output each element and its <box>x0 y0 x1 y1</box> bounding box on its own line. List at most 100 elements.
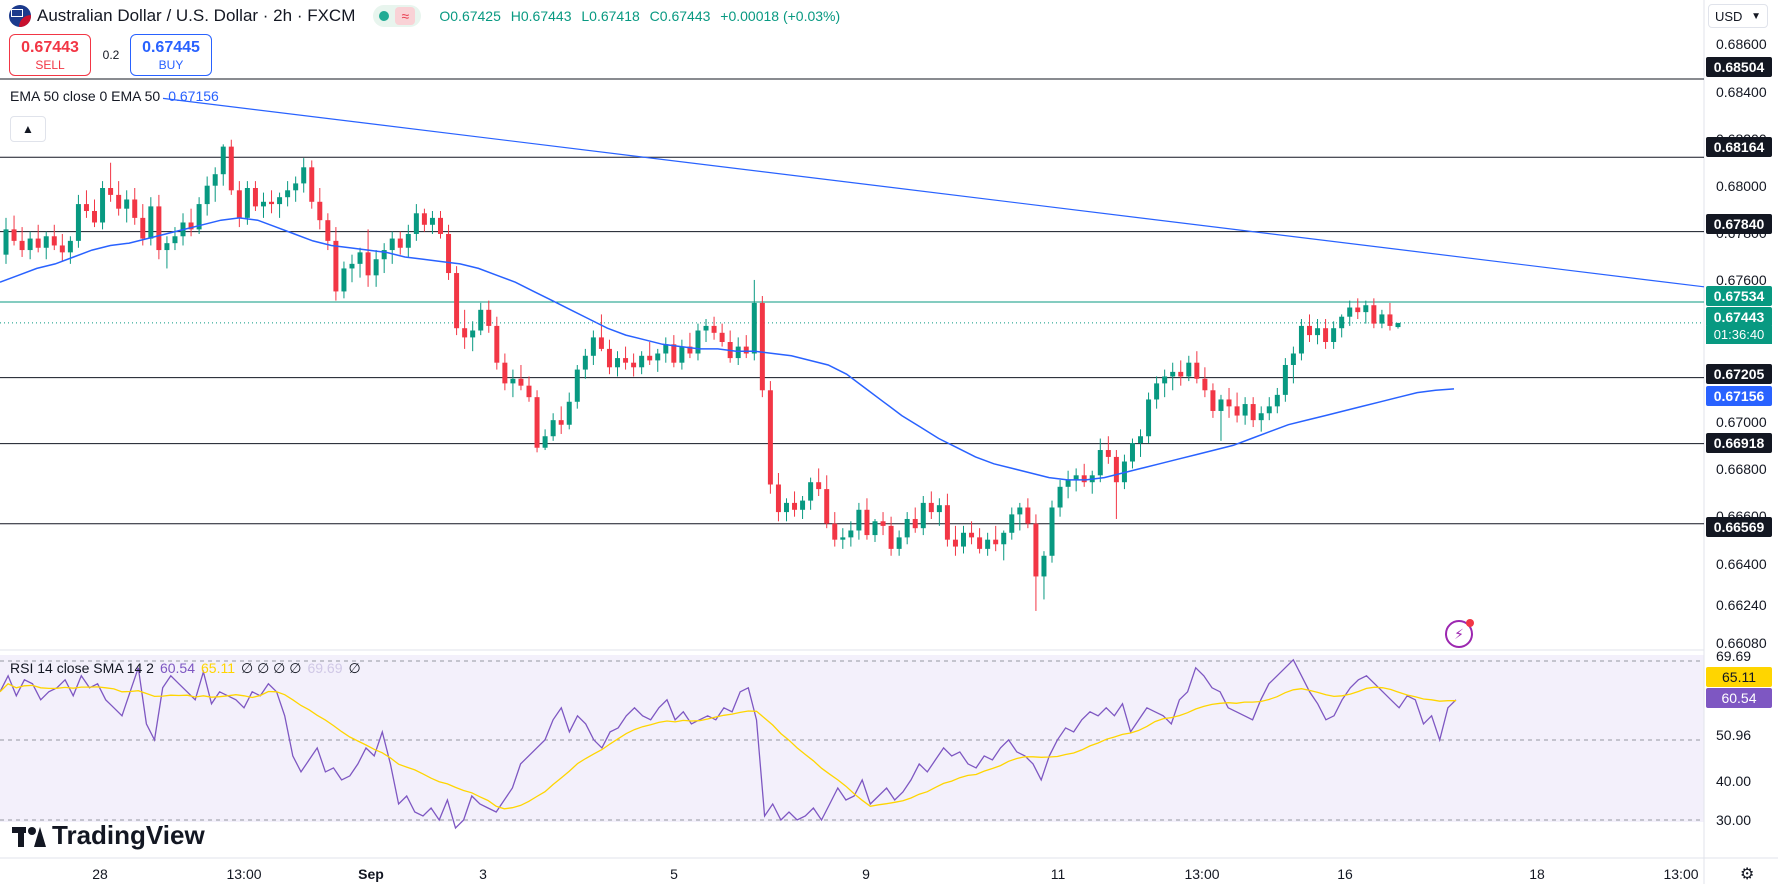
candle-body <box>1282 364 1288 395</box>
candle-body <box>317 201 323 221</box>
candle-body <box>1113 456 1119 483</box>
candle-body <box>3 229 9 255</box>
candle-body <box>478 309 484 331</box>
sell-button[interactable]: 0.67443 SELL <box>9 34 91 76</box>
level-label[interactable]: 0.66918 <box>1706 433 1772 453</box>
rsi-legend-value: 60.54 <box>159 660 196 676</box>
rsi-sma-line[interactable] <box>0 683 1456 810</box>
candle <box>671 335 677 368</box>
candles[interactable] <box>3 139 1401 611</box>
candle-body <box>1379 314 1385 324</box>
candle <box>888 516 894 556</box>
candle-body <box>260 201 266 207</box>
candle <box>896 530 902 556</box>
candle-body <box>856 509 862 531</box>
level-label[interactable]: 0.67205 <box>1706 364 1772 384</box>
tradingview-logo[interactable]: TradingView <box>12 820 205 851</box>
candle-body <box>1138 436 1144 444</box>
candle <box>1186 355 1192 382</box>
ema-line[interactable] <box>0 217 1455 481</box>
level-label[interactable]: 0.67534 <box>1706 286 1772 306</box>
candle <box>510 369 516 398</box>
candle <box>1218 394 1224 441</box>
candle-body <box>1081 475 1087 483</box>
candle-body <box>969 532 975 538</box>
candle <box>751 279 757 361</box>
candle <box>719 323 725 347</box>
candle-body <box>116 194 122 209</box>
level-label[interactable]: 0.68164 <box>1706 137 1772 157</box>
candle-body <box>1323 328 1329 342</box>
level-label[interactable]: 0.66569 <box>1706 517 1772 537</box>
ema-price-label[interactable]: 0.67156 <box>1706 386 1772 406</box>
candle-body <box>800 500 806 510</box>
candle <box>317 188 323 230</box>
candle <box>1162 369 1168 398</box>
candle-body <box>83 204 89 211</box>
candle <box>244 181 250 225</box>
price-tick: 0.66400 <box>1716 556 1767 572</box>
candle-body <box>832 523 838 540</box>
market-status[interactable]: ≈ <box>373 5 422 27</box>
symbol-title[interactable]: Australian Dollar / U.S. Dollar · 2h · F… <box>37 6 356 25</box>
sell-price: 0.67443 <box>21 39 79 56</box>
aud-usd-flag-icon <box>9 5 31 27</box>
last-price-label[interactable]: 0.67443 <box>1706 307 1772 327</box>
collapse-legend-button[interactable]: ▲ <box>10 116 46 142</box>
candle-body <box>888 525 894 549</box>
candle <box>1001 530 1007 561</box>
candle <box>502 353 508 391</box>
candle-body <box>615 358 621 368</box>
candle-body <box>381 250 387 260</box>
candle <box>421 208 427 232</box>
rsi-label: 60.54 <box>1706 688 1772 708</box>
candle <box>1025 498 1031 529</box>
rsi-line[interactable] <box>0 658 1457 830</box>
currency-select[interactable]: USD ▼ <box>1708 4 1768 28</box>
alerts-icon[interactable]: ⚡ <box>1445 619 1474 648</box>
candle <box>92 199 98 228</box>
candle-body <box>1242 404 1248 416</box>
candle-body <box>429 217 435 225</box>
candle-body <box>928 502 934 513</box>
candle <box>574 364 580 409</box>
candle <box>1266 397 1272 421</box>
candle <box>864 498 870 540</box>
candle-body <box>719 332 725 342</box>
level-label[interactable]: 0.68504 <box>1706 57 1772 77</box>
candle-body <box>582 355 588 370</box>
candle-body <box>19 240 25 251</box>
candle <box>1315 319 1321 345</box>
buy-button[interactable]: 0.67445 BUY <box>130 34 212 76</box>
level-label[interactable]: 0.67840 <box>1706 214 1772 234</box>
trendline[interactable] <box>162 97 1705 288</box>
candle-body <box>663 344 669 354</box>
candle-body <box>1041 555 1047 577</box>
rsi-sma-legend-value: 65.11 <box>201 660 236 676</box>
ema-legend[interactable]: EMA 50 close 0 EMA 50 0.67156 <box>10 88 219 104</box>
rsi-legend[interactable]: RSI 14 close SMA 14 2 60.54 65.11 ∅ ∅ ∅ ∅ 69… <box>10 660 361 677</box>
candle <box>75 194 81 248</box>
candle-body <box>534 397 540 448</box>
candle <box>928 491 934 519</box>
candle <box>446 224 452 280</box>
tradingview-mark-icon <box>12 825 46 847</box>
candle <box>429 210 435 234</box>
candle-body <box>872 521 878 536</box>
candle-body <box>687 346 693 354</box>
candle-body <box>1315 328 1321 336</box>
gear-icon[interactable]: ⚙ <box>1740 866 1755 883</box>
candle <box>1290 346 1296 384</box>
candle <box>1041 551 1047 600</box>
candle <box>220 144 226 186</box>
candle <box>840 528 846 549</box>
candle <box>1242 397 1248 425</box>
candle <box>333 227 339 301</box>
candle-body <box>679 346 685 363</box>
candle <box>1250 397 1256 428</box>
rsi-tick: 50.96 <box>1716 727 1752 743</box>
candle-body <box>880 521 886 526</box>
candle <box>1258 406 1264 432</box>
horizontal-levels[interactable] <box>0 78 1704 525</box>
